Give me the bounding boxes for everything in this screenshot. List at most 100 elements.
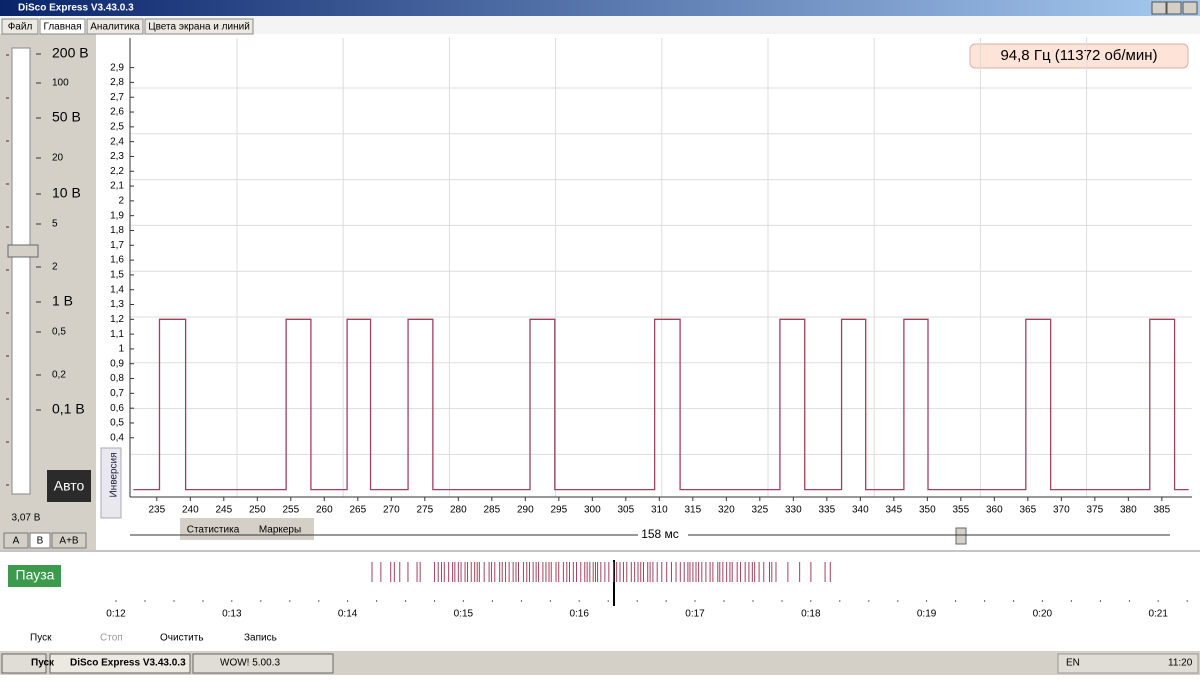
x-tick-label: 235	[148, 505, 165, 516]
y-tick-label: 1,4	[110, 284, 124, 295]
timeline-label: 0:12	[106, 609, 126, 620]
pause-button[interactable]	[8, 565, 61, 587]
start-label: Пуск	[31, 658, 55, 669]
x-tick-label: 380	[1120, 505, 1137, 516]
frequency-box	[969, 43, 1189, 69]
timeline-label: 0:21	[1148, 609, 1168, 620]
channel-tab[interactable]	[51, 532, 87, 549]
scale-label: 10 В	[52, 185, 81, 201]
span-label: 158 мс	[641, 527, 679, 541]
y-tick-label: 0,8	[110, 373, 124, 384]
inversion-label: Инверсия	[109, 452, 120, 497]
auto-button[interactable]	[47, 470, 91, 502]
tray	[1057, 653, 1199, 674]
task-label: WOW! 5.00.3	[220, 658, 280, 669]
scale-label: 1 В	[52, 293, 73, 309]
menu-tab[interactable]	[86, 18, 144, 35]
y-tick-label: 2,1	[110, 181, 124, 192]
x-tick-label: 280	[450, 505, 467, 516]
pause-label: Пауза	[16, 567, 55, 583]
menu-tab[interactable]	[1, 18, 39, 35]
y-tick-label: 0,7	[110, 388, 124, 399]
y-tick-label: 1,6	[110, 255, 124, 266]
x-tick-label: 310	[651, 505, 668, 516]
x-tick-label: 260	[316, 505, 333, 516]
x-tick-label: 305	[617, 505, 634, 516]
lang: EN	[1066, 658, 1080, 669]
timeline-label: 0:16	[569, 609, 589, 620]
x-tick-label: 255	[282, 505, 299, 516]
task-button[interactable]	[192, 653, 334, 674]
y-tick-label: 0,9	[110, 358, 124, 369]
x-tick-label: 330	[785, 505, 802, 516]
channel-tab[interactable]	[29, 532, 51, 549]
bottom-tab-label[interactable]: Статистика	[187, 525, 240, 536]
clock: 11:20	[1168, 658, 1193, 669]
frequency: 94,8 Гц (11372 об/мин)	[1000, 47, 1157, 64]
y-tick-label: 1,3	[110, 299, 124, 310]
x-tick-label: 245	[215, 505, 232, 516]
scale-label: 0,5	[52, 327, 66, 338]
scale-track	[11, 47, 31, 495]
menu-tab[interactable]	[39, 18, 86, 35]
y-tick-label: 1,7	[110, 240, 124, 251]
x-tick-label: 320	[718, 505, 735, 516]
signal-line	[133, 318, 1189, 491]
toolbar-button[interactable]: Пуск	[30, 633, 52, 644]
close-button[interactable]	[1182, 1, 1198, 15]
scale-label: 200 В	[52, 45, 89, 61]
y-tick-label: 0,6	[110, 403, 124, 414]
toolbar-button[interactable]: Очистить	[160, 633, 204, 644]
task-label: DiSco Express V3.43.0.3	[70, 658, 186, 669]
menu-tab-label: Файл	[8, 22, 33, 33]
x-tick-label: 325	[751, 505, 768, 516]
scale-thumb[interactable]	[7, 244, 39, 258]
timeline-label: 0:17	[685, 609, 705, 620]
maximize-button[interactable]	[1166, 1, 1182, 15]
minimize-button[interactable]	[1151, 1, 1167, 15]
reading: 3,07 В	[12, 513, 41, 524]
menu-tab[interactable]	[144, 18, 254, 35]
x-tick-label: 295	[550, 505, 567, 516]
x-tick-label: 345	[885, 505, 902, 516]
scale-label: 5	[52, 219, 58, 230]
inversion-button[interactable]	[100, 447, 122, 519]
scale-label: 100	[52, 78, 69, 89]
menu-tab-label: Аналитика	[90, 22, 140, 33]
y-tick-label: 2,4	[110, 136, 124, 147]
span-slider[interactable]	[955, 527, 967, 545]
menu-bar	[0, 16, 1200, 34]
y-tick-label: 1,8	[110, 225, 124, 236]
timeline-label: 0:14	[338, 609, 358, 620]
y-tick-label: 2,8	[110, 77, 124, 88]
y-tick-label: 1,2	[110, 314, 124, 325]
timeline-label: 0:19	[917, 609, 937, 620]
toolbar-button[interactable]: Стоп	[100, 633, 123, 644]
x-tick-label: 375	[1087, 505, 1104, 516]
toolbar-button[interactable]: Запись	[244, 633, 277, 644]
x-tick-label: 385	[1154, 505, 1171, 516]
scale-label: 2	[52, 262, 58, 273]
channel-tab[interactable]	[3, 532, 29, 549]
menu-tab-label: Главная	[43, 22, 81, 33]
x-tick-label: 240	[182, 505, 199, 516]
x-tick-label: 370	[1053, 505, 1070, 516]
x-tick-label: 250	[249, 505, 266, 516]
channel-label: A+B	[59, 536, 79, 547]
scale-label: 20	[52, 153, 64, 164]
x-tick-label: 265	[349, 505, 366, 516]
x-tick-label: 275	[416, 505, 433, 516]
y-tick-label: 2,3	[110, 151, 124, 162]
x-tick-label: 365	[1019, 505, 1036, 516]
y-tick-label: 2	[118, 196, 124, 207]
task-button[interactable]	[49, 653, 191, 674]
x-tick-label: 360	[986, 505, 1003, 516]
menu-tab-label: Цвета экрана и линий	[148, 22, 250, 33]
start-button[interactable]	[1, 653, 47, 674]
x-tick-label: 335	[818, 505, 835, 516]
bottom-tab-label[interactable]: Маркеры	[259, 525, 301, 536]
timeline-label: 0:13	[222, 609, 242, 620]
timeline-label: 0:15	[454, 609, 474, 620]
